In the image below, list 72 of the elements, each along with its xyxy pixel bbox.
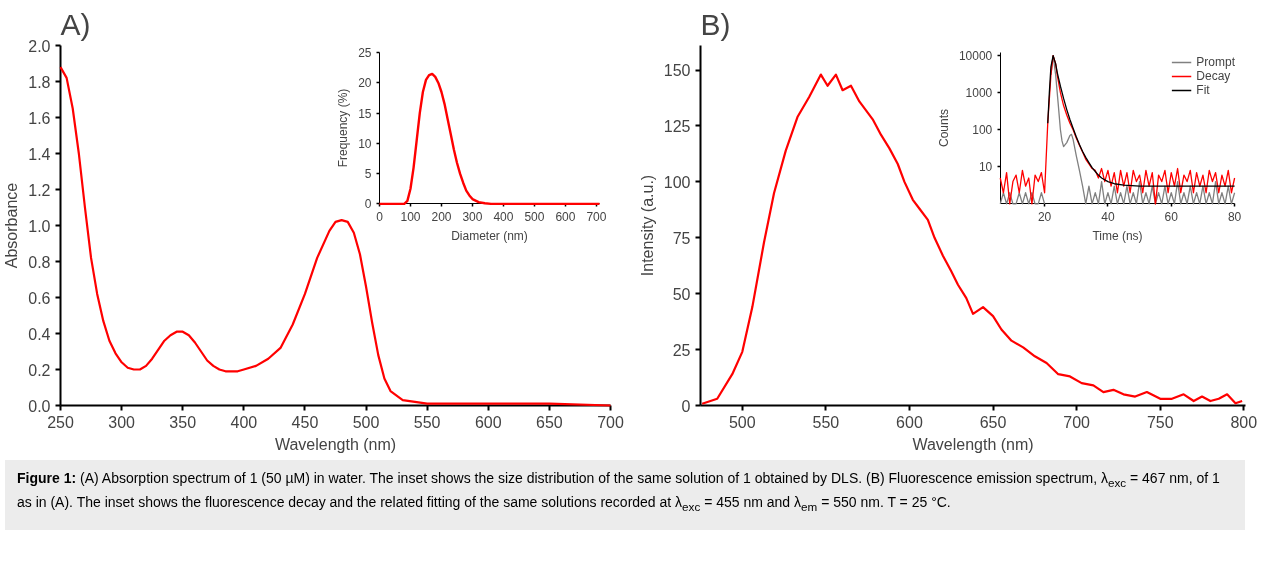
chart-title: A): [60, 7, 91, 41]
x-tick-label: 600: [555, 209, 576, 224]
y-tick-label: 75: [672, 229, 691, 247]
x-tick-label: 600: [896, 413, 923, 431]
x-tick-label: 650: [536, 413, 563, 431]
x-axis-title: Diameter (nm): [451, 228, 528, 243]
x-tick-label: 0: [376, 209, 384, 224]
legend-label: Prompt: [1196, 55, 1235, 69]
x-tick-label: 500: [524, 209, 545, 224]
y-tick-label: 1.6: [28, 109, 51, 127]
x-tick-label: 80: [1227, 209, 1242, 224]
y-tick-label: 1000: [965, 86, 993, 101]
legend-label: Fit: [1196, 83, 1211, 97]
y-axis-title: Absorbance: [3, 182, 21, 269]
y-tick-label: 125: [663, 118, 691, 135]
x-tick-label: 700: [586, 209, 607, 224]
y-tick-label: 10: [978, 160, 993, 175]
x-axis-title: Wavelength (nm): [912, 435, 1034, 453]
y-tick-label: 50: [672, 285, 691, 303]
x-tick-label: 700: [597, 413, 624, 431]
x-tick-label: 60: [1164, 209, 1179, 224]
legend-label: Decay: [1196, 69, 1231, 83]
y-tick-label: 100: [972, 123, 993, 138]
line-series: [1047, 54, 1236, 187]
y-tick-label: 1.0: [28, 217, 51, 235]
y-tick-label: 100: [663, 173, 691, 191]
chart-title: B): [700, 7, 731, 41]
y-axis-title: Intensity (a.u.): [638, 174, 656, 277]
y-tick-label: 20: [358, 76, 372, 91]
x-tick-label: 250: [47, 413, 74, 431]
y-tick-label: 25: [672, 341, 691, 359]
y-tick-label: 0.0: [28, 397, 51, 415]
x-tick-label: 100: [400, 209, 421, 224]
x-tick-label: 300: [108, 413, 136, 431]
y-tick-label: 0.6: [28, 289, 51, 307]
x-tick-label: 40: [1101, 209, 1115, 224]
y-tick-label: 0.4: [28, 325, 51, 343]
x-tick-label: 500: [728, 413, 756, 431]
x-tick-label: 450: [291, 413, 319, 431]
x-tick-label: 550: [413, 413, 441, 431]
x-tick-label: 650: [979, 413, 1007, 431]
y-tick-label: 2.0: [28, 37, 51, 55]
x-tick-label: 20: [1037, 209, 1052, 224]
x-tick-label: 550: [812, 413, 840, 431]
x-tick-label: 400: [493, 209, 514, 224]
y-tick-label: 150: [663, 62, 691, 80]
text: Figure 1: (A) Absorption spectrum of 1 (50 µM) in water. The inset shows the size distribution of the same solution of 1 obtained by DLS. (B) Fluorescence emission spectrum, λ$_{exc}$ = 467 nm, of 1 as in (A). The inset shows the fluorescence decay and the related fitting of the same solutions recorded at λ$_{exc}$ = 455 nm and λ$_{em}$ = 550 nm. T = 25 °C.: [17, 470, 1220, 513]
x-tick-label: 350: [169, 413, 197, 431]
x-tick-label: 500: [352, 413, 380, 431]
x-tick-label: 800: [1230, 413, 1258, 431]
y-tick-label: 0.8: [28, 253, 51, 271]
x-tick-label: 600: [474, 413, 502, 431]
y-tick-label: 0: [364, 197, 372, 212]
y-tick-label: 5: [364, 167, 372, 182]
x-tick-label: 700: [1063, 413, 1091, 431]
y-axis-title: Frequency (%): [336, 88, 351, 168]
x-tick-label: 400: [230, 413, 258, 431]
x-tick-label: 200: [431, 209, 452, 224]
y-axis-title: Counts: [937, 108, 952, 148]
y-tick-label: 25: [358, 46, 372, 61]
y-tick-label: 0.2: [28, 361, 51, 379]
y-tick-label: 1.8: [28, 73, 51, 91]
y-tick-label: 10: [358, 136, 372, 151]
y-tick-label: 1.2: [28, 181, 51, 199]
y-tick-label: 0: [681, 397, 691, 415]
x-tick-label: 300: [462, 209, 483, 224]
y-tick-label: 10000: [958, 49, 993, 64]
x-axis-title: Time (ns): [1092, 228, 1143, 243]
x-axis-title: Wavelength (nm): [274, 435, 397, 453]
y-tick-label: 1.4: [28, 145, 51, 163]
y-tick-label: 15: [358, 106, 372, 121]
x-tick-label: 750: [1146, 413, 1174, 431]
